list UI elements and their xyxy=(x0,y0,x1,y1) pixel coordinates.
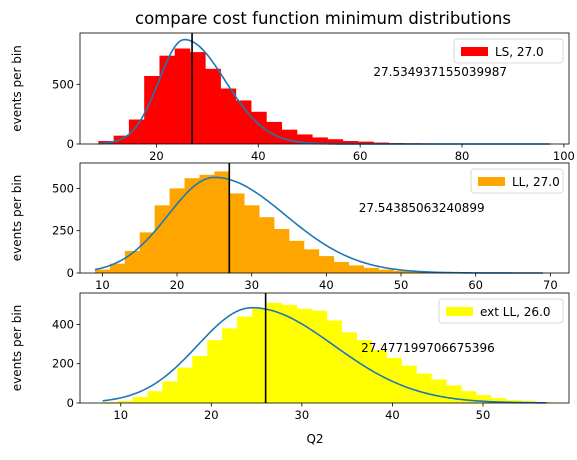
histogram-bar xyxy=(401,366,416,403)
histogram-bar xyxy=(125,251,140,273)
legend: LS, 27.0 xyxy=(454,39,563,63)
mean-annotation: 27.534937155039987 xyxy=(373,65,507,79)
histogram-bar xyxy=(159,56,175,144)
legend-label: ext LL, 26.0 xyxy=(480,305,551,319)
histogram-bar xyxy=(304,249,319,273)
histogram-bar xyxy=(207,340,222,403)
y-tick-label: 0 xyxy=(67,137,74,151)
histogram-bar xyxy=(192,356,207,403)
histogram-bar xyxy=(162,381,177,403)
legend: LL, 27.0 xyxy=(471,169,563,193)
histogram-bar xyxy=(229,193,244,273)
x-tick-label: 70 xyxy=(543,278,558,292)
histogram-bar xyxy=(349,265,364,273)
histogram-bar xyxy=(312,311,327,403)
x-axis-label: Q2 xyxy=(306,432,323,446)
x-tick-label: 60 xyxy=(468,278,483,292)
x-tick-label: 100 xyxy=(553,149,575,163)
y-axis-label: events per bin xyxy=(10,305,24,392)
histogram-bar xyxy=(334,262,349,273)
y-tick-label: 200 xyxy=(52,357,74,371)
y-axis-label: events per bin xyxy=(10,45,24,132)
x-tick-label: 80 xyxy=(455,149,470,163)
histogram-bar xyxy=(372,350,387,403)
histogram-bar xyxy=(327,321,342,404)
x-tick-label: 20 xyxy=(149,149,164,163)
panel-ll: 10 20 30 40 50 60 70 0 250 500 events per bin 27.54… xyxy=(10,163,569,292)
x-tick-label: 50 xyxy=(394,278,409,292)
x-tick-label: 10 xyxy=(113,408,128,422)
histogram-bar xyxy=(431,379,446,403)
x-tick-label: 30 xyxy=(295,408,310,422)
y-tick-label: 0 xyxy=(67,266,74,280)
y-tick-label: 400 xyxy=(52,317,74,331)
mean-annotation: 27.54385063240899 xyxy=(359,201,485,215)
histogram-bar xyxy=(237,317,252,403)
histogram-bar xyxy=(221,89,237,145)
histogram-bar xyxy=(147,391,162,403)
histogram-bar xyxy=(199,175,214,273)
x-tick-label: 40 xyxy=(319,278,334,292)
x-tick-label: 50 xyxy=(476,408,491,422)
histogram-bar xyxy=(274,229,289,273)
panel-ls: 20 40 60 80 100 0 500 events per bin 27.53493715… xyxy=(10,33,575,163)
histogram-bar xyxy=(205,69,221,144)
histogram-bar xyxy=(244,205,259,273)
chart-title: compare cost function minimum distributi… xyxy=(135,9,511,28)
histogram-bar xyxy=(364,268,379,273)
y-tick-label: 0 xyxy=(67,396,74,410)
legend-swatch xyxy=(446,307,473,316)
x-tick-label: 40 xyxy=(385,408,400,422)
histogram-bar xyxy=(175,49,191,144)
y-axis-label: events per bin xyxy=(10,175,24,262)
histogram-bar xyxy=(170,188,185,273)
histogram-bar xyxy=(133,397,148,403)
x-tick-label: 10 xyxy=(95,278,110,292)
x-tick-label: 20 xyxy=(170,278,185,292)
histogram-bar xyxy=(342,332,357,403)
x-tick-label: 60 xyxy=(353,149,368,163)
y-tick-label: 500 xyxy=(52,77,74,91)
mean-annotation: 27.477199706675396 xyxy=(361,341,495,355)
legend-label: LS, 27.0 xyxy=(495,45,544,59)
histogram-bar xyxy=(319,256,334,273)
histogram-bar xyxy=(267,303,282,403)
legend: ext LL, 26.0 xyxy=(439,299,563,323)
histogram-bar xyxy=(95,270,110,273)
legend-swatch xyxy=(478,177,505,186)
y-tick-label: 250 xyxy=(52,224,74,238)
legend-swatch xyxy=(461,47,488,56)
histogram-bar xyxy=(214,171,229,273)
histogram-bar xyxy=(222,328,237,403)
x-tick-label: 30 xyxy=(244,278,259,292)
histogram-bar xyxy=(446,385,461,403)
y-tick-label: 500 xyxy=(52,181,74,195)
histogram-bar xyxy=(416,374,431,403)
histogram-bar xyxy=(266,122,282,144)
histogram-bar xyxy=(289,241,304,273)
panel-ext-ll: 10 20 30 40 50 0 200 400 events per bin 27.477199… xyxy=(10,293,569,422)
legend-label: LL, 27.0 xyxy=(512,175,560,189)
histogram-bar xyxy=(177,368,192,403)
histogram-bar xyxy=(379,270,394,273)
x-tick-label: 20 xyxy=(204,408,219,422)
histogram-bar xyxy=(259,217,274,273)
x-tick-label: 40 xyxy=(251,149,266,163)
